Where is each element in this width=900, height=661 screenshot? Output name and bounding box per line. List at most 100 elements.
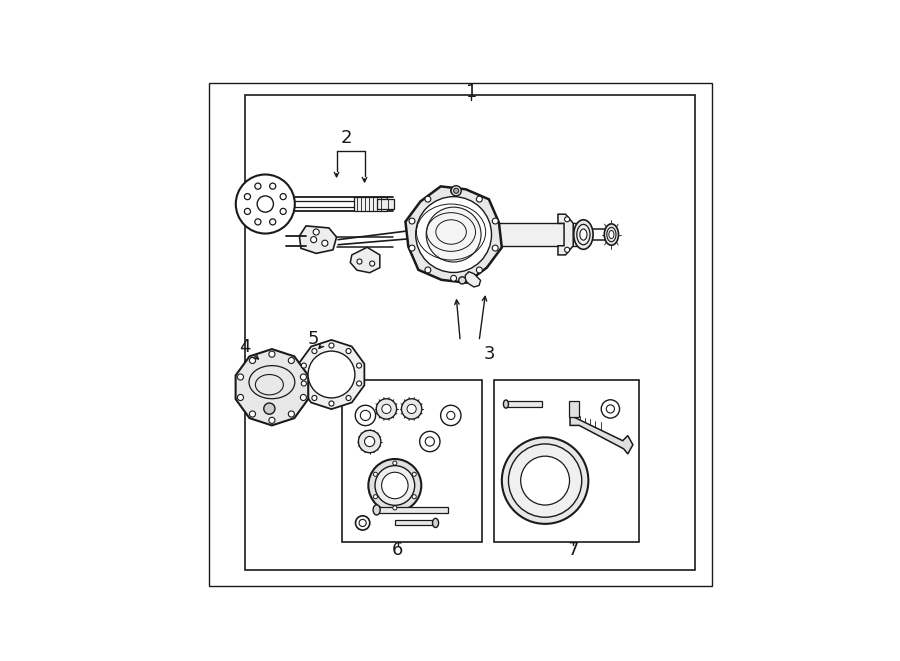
Circle shape [382, 405, 391, 414]
Circle shape [607, 405, 615, 413]
Circle shape [245, 194, 250, 200]
Circle shape [419, 432, 440, 451]
Polygon shape [465, 272, 481, 287]
Ellipse shape [604, 224, 618, 245]
Circle shape [502, 438, 589, 524]
Polygon shape [350, 247, 380, 273]
Circle shape [476, 267, 482, 273]
Circle shape [374, 494, 377, 498]
Circle shape [328, 401, 334, 406]
Bar [377, 199, 393, 209]
Ellipse shape [503, 400, 508, 408]
Circle shape [301, 395, 306, 401]
Bar [498, 223, 583, 246]
Circle shape [270, 183, 275, 189]
Bar [494, 379, 639, 543]
Circle shape [249, 358, 256, 364]
Ellipse shape [573, 220, 593, 249]
Circle shape [249, 411, 256, 417]
Circle shape [288, 411, 294, 417]
Circle shape [392, 506, 397, 510]
Circle shape [409, 245, 415, 251]
Bar [376, 507, 448, 513]
Polygon shape [558, 214, 573, 255]
Circle shape [302, 381, 306, 386]
Circle shape [270, 219, 275, 225]
Circle shape [375, 465, 415, 505]
Circle shape [459, 277, 466, 284]
Polygon shape [300, 226, 337, 253]
Circle shape [409, 218, 415, 224]
Polygon shape [570, 415, 633, 454]
Text: 1: 1 [465, 83, 477, 101]
Circle shape [425, 196, 431, 202]
Circle shape [412, 494, 417, 498]
Circle shape [280, 194, 286, 200]
Circle shape [357, 259, 362, 264]
Bar [506, 401, 542, 407]
Circle shape [427, 207, 481, 262]
Circle shape [564, 217, 570, 222]
Ellipse shape [609, 231, 614, 239]
Circle shape [356, 516, 370, 530]
Circle shape [401, 399, 422, 419]
Circle shape [312, 395, 317, 401]
Circle shape [476, 196, 482, 202]
Circle shape [492, 218, 499, 224]
Circle shape [310, 237, 317, 243]
Bar [342, 379, 482, 543]
Circle shape [492, 245, 499, 251]
Circle shape [407, 405, 416, 414]
Text: 4: 4 [239, 338, 251, 356]
Circle shape [454, 188, 459, 193]
Polygon shape [236, 349, 308, 426]
Circle shape [451, 186, 462, 196]
Circle shape [412, 472, 417, 477]
Circle shape [360, 410, 371, 420]
Circle shape [416, 197, 491, 272]
Ellipse shape [374, 505, 380, 515]
Circle shape [564, 247, 570, 253]
Ellipse shape [433, 518, 438, 527]
Circle shape [358, 430, 381, 453]
Circle shape [238, 395, 244, 401]
Bar [569, 401, 580, 417]
Circle shape [245, 208, 250, 214]
Circle shape [601, 400, 619, 418]
Circle shape [255, 219, 261, 225]
Circle shape [368, 459, 421, 512]
Ellipse shape [607, 227, 616, 242]
Circle shape [441, 405, 461, 426]
Bar [395, 520, 436, 525]
Circle shape [313, 229, 320, 235]
Circle shape [301, 374, 306, 380]
Circle shape [257, 196, 274, 212]
Circle shape [308, 351, 355, 398]
Text: 6: 6 [392, 541, 403, 559]
Circle shape [356, 405, 375, 426]
Circle shape [425, 267, 431, 273]
Circle shape [312, 348, 317, 354]
Circle shape [280, 208, 286, 214]
Circle shape [392, 461, 397, 465]
Circle shape [446, 411, 454, 420]
Circle shape [238, 374, 244, 380]
Circle shape [346, 348, 351, 354]
Polygon shape [405, 186, 502, 283]
Circle shape [302, 363, 306, 368]
Circle shape [376, 399, 397, 419]
Circle shape [328, 343, 334, 348]
Circle shape [346, 395, 351, 401]
Bar [245, 95, 696, 570]
Text: 2: 2 [341, 129, 353, 147]
Circle shape [322, 240, 328, 247]
Ellipse shape [580, 229, 587, 240]
Circle shape [451, 276, 456, 282]
Polygon shape [299, 340, 364, 409]
Circle shape [255, 183, 261, 189]
Circle shape [425, 437, 435, 446]
Text: 3: 3 [483, 345, 495, 363]
Ellipse shape [577, 224, 590, 245]
Circle shape [374, 472, 377, 477]
Circle shape [521, 456, 570, 505]
